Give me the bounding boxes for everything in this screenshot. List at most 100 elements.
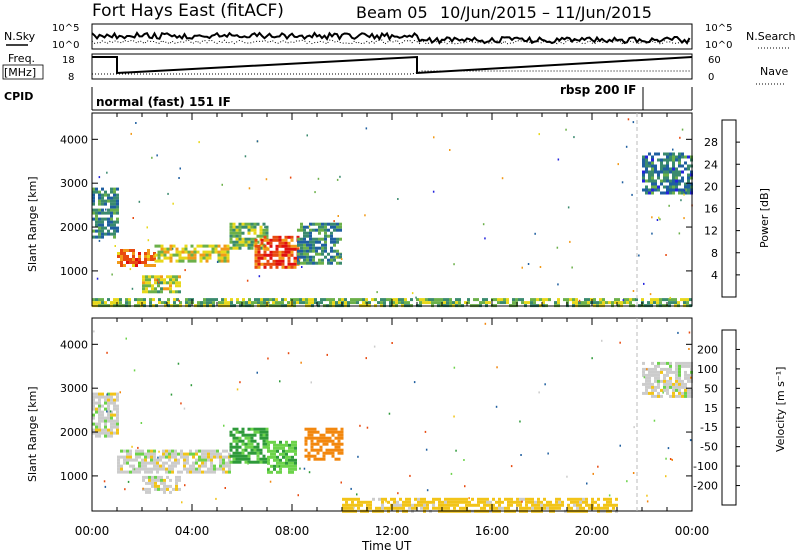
data-cell [145,278,148,282]
data-cell [576,500,579,504]
data-cell [657,376,660,380]
data-cell [113,301,116,305]
data-cell [167,301,170,305]
data-cell [113,208,116,212]
data-cell [98,193,101,197]
data-cell [324,234,327,238]
data-cell [327,222,330,226]
data-cell [232,451,236,455]
data-speckle [656,219,659,221]
data-cell [648,370,651,374]
data-speckle [689,439,692,442]
data-cell [648,164,651,168]
data-cell [259,457,263,461]
data-cell [486,500,489,504]
data-cell [666,391,669,395]
data-cell [241,225,245,229]
data-cell [262,222,266,226]
data-cell [299,298,302,302]
data-cell [453,497,456,501]
data-cell [166,287,169,291]
data-cell [250,460,254,464]
data-cell [107,410,110,414]
data-cell [495,506,498,510]
data-cell [157,284,160,288]
data-cell [381,497,384,501]
data-cell [144,464,147,468]
data-speckle [268,301,270,304]
data-cell [175,284,178,288]
data-cell [675,385,678,389]
data-cell [178,290,181,294]
data-cell [307,427,311,431]
data-cell [104,190,107,194]
data-cell [95,434,98,438]
data-cell [459,497,462,501]
data-cell [232,222,236,226]
data-cell [672,152,675,156]
data-cell [687,182,690,186]
data-cell [675,170,678,174]
data-cell [597,497,600,501]
data-cell [294,458,297,462]
data-cell [247,225,251,229]
data-cell [503,298,506,302]
data-cell [235,448,239,452]
data-cell [648,376,651,380]
data-cell [205,250,209,254]
scatter-region [642,152,693,195]
data-cell [648,382,651,386]
data-cell [247,246,251,250]
data-cell [250,228,254,232]
data-cell [330,240,333,244]
colorbar-tick-label: 28 [704,136,718,149]
data-cell [163,484,166,488]
data-cell [678,379,681,383]
data-cell [675,361,678,365]
data-cell [420,506,423,510]
data-speckle [287,352,290,355]
data-speckle [111,273,113,276]
data-cell [104,431,107,435]
data-cell [229,222,233,226]
data-cell [675,364,678,368]
data-cell [393,506,396,510]
data-cell [665,298,668,302]
data-cell [236,298,239,302]
data-cell [169,275,172,279]
data-cell [426,503,429,507]
data-speckle [335,256,337,259]
data-cell [273,443,276,447]
data-cell [522,497,525,501]
data-cell [479,301,482,305]
data-cell [157,256,161,260]
data-speckle [569,240,571,243]
data-cell [219,455,222,459]
data-speckle [216,261,219,263]
nave-trace [92,70,692,75]
data-cell [278,301,281,305]
data-cell [160,475,163,479]
data-cell [113,422,116,426]
data-cell [159,464,162,468]
data-cell [339,261,342,265]
data-cell [126,455,129,459]
data-cell [522,506,525,510]
data-cell [495,500,498,504]
data-cell [654,170,657,174]
data-cell [244,454,248,458]
nave-tick-top: 60 [708,55,721,66]
data-cell [497,301,500,305]
data-cell [663,158,666,162]
data-cell [235,225,239,229]
data-cell [384,497,387,501]
data-cell [216,452,219,456]
data-cell [166,247,170,251]
data-speckle [299,467,301,470]
data-cell [303,240,306,244]
data-cell [492,506,495,510]
data-cell [171,455,174,459]
data-cell [510,497,513,501]
data-cell [654,164,657,168]
data-cell [113,419,116,423]
